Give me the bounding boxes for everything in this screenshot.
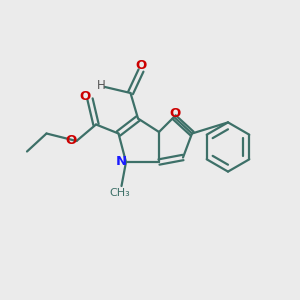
Text: O: O: [135, 59, 147, 73]
Text: O: O: [65, 134, 77, 148]
Text: H: H: [97, 79, 106, 92]
Text: O: O: [79, 90, 90, 103]
Text: N: N: [116, 155, 127, 168]
Text: CH₃: CH₃: [110, 188, 130, 198]
Text: O: O: [170, 107, 181, 120]
